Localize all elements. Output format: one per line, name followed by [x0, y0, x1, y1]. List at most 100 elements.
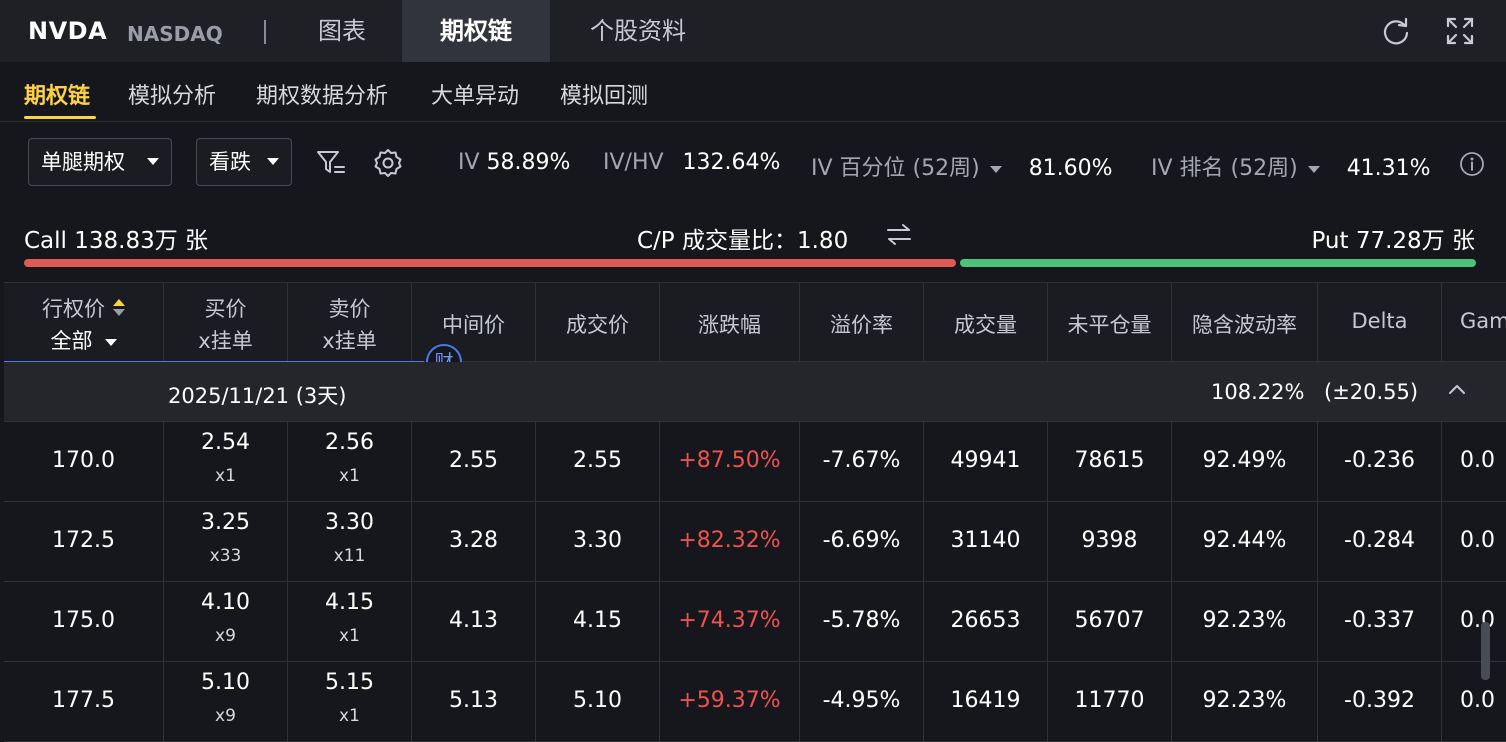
cell-oi[interactable]: 11770 — [1048, 662, 1172, 742]
header-ask-sub: x挂单 — [322, 329, 377, 353]
cell-change[interactable]: +59.37% — [660, 662, 800, 742]
header-premium[interactable]: 溢价率 — [800, 283, 924, 363]
settings-icon[interactable] — [372, 147, 404, 179]
cell-last[interactable]: 3.30 — [536, 502, 660, 582]
cell-oi[interactable]: 78615 — [1048, 422, 1172, 502]
cell-ask[interactable]: 2.56 x1 — [288, 422, 412, 502]
cell-last[interactable]: 5.10 — [536, 662, 660, 742]
refresh-icon[interactable] — [1380, 15, 1412, 47]
header-iv[interactable]: 隐含波动率 — [1172, 283, 1318, 363]
cell-bid[interactable]: 5.10 x9 — [164, 662, 288, 742]
table-header: 行权价 全部 买价 x挂单 卖价 x挂单 中间价 成交价 涨跌幅 溢价率 成交量… — [4, 282, 1506, 363]
tab-option-chain[interactable]: 期权链 — [402, 0, 550, 62]
cell-strike[interactable]: 175.0 — [4, 582, 164, 662]
filter-icon[interactable] — [315, 148, 347, 178]
bid-size: x9 — [215, 706, 236, 726]
caret-down-icon — [989, 165, 1002, 173]
cell-gamma[interactable]: 0.0 — [1442, 502, 1506, 582]
cell-gamma[interactable]: 0.0 — [1442, 422, 1506, 502]
cell-iv[interactable]: 92.23% — [1172, 662, 1318, 742]
iv-percentile-stat[interactable]: IV 百分位 (52周) 81.60% — [811, 150, 1113, 182]
caret-down-icon[interactable] — [104, 338, 117, 346]
subtab-option-data[interactable]: 期权数据分析 — [256, 84, 389, 109]
cell-strike[interactable]: 170.0 — [4, 422, 164, 502]
cell-change[interactable]: +82.32% — [660, 502, 800, 582]
direction-dropdown[interactable]: 看跌 — [196, 138, 292, 186]
header-delta[interactable]: Delta — [1318, 283, 1442, 363]
cell-last[interactable]: 4.15 — [536, 582, 660, 662]
info-icon[interactable] — [1459, 151, 1485, 177]
cell-bid[interactable]: 4.10 x9 — [164, 582, 288, 662]
cell-gamma[interactable]: 0.0 — [1442, 582, 1506, 662]
cell-strike[interactable]: 172.5 — [4, 502, 164, 582]
subtab-block-trades[interactable]: 大单异动 — [431, 84, 520, 109]
subtab-simulation[interactable]: 模拟分析 — [128, 84, 217, 109]
header-mid[interactable]: 中间价 — [412, 283, 536, 363]
cell-last[interactable]: 2.55 — [536, 422, 660, 502]
cell-delta[interactable]: -0.284 — [1318, 502, 1442, 582]
iv-stat: IV 58.89% — [458, 150, 570, 175]
header-change[interactable]: 涨跌幅 — [660, 283, 800, 363]
cell-change[interactable]: +74.37% — [660, 582, 800, 662]
header-volume[interactable]: 成交量 — [924, 283, 1048, 363]
table-row[interactable]: 177.5 5.10 x9 5.15 x1 5.13 5.10 +59.37% -4.95% 16… — [4, 662, 1506, 742]
strategy-dropdown-label: 单腿期权 — [41, 150, 125, 174]
header-bid-label: 买价 — [204, 297, 247, 321]
cell-oi[interactable]: 9398 — [1048, 502, 1172, 582]
chevron-up-icon[interactable] — [1447, 380, 1467, 400]
cell-premium[interactable]: -7.67% — [800, 422, 924, 502]
header-gamma[interactable]: Gamma — [1442, 283, 1506, 363]
cell-delta[interactable]: -0.236 — [1318, 422, 1442, 502]
cell-iv[interactable]: 92.44% — [1172, 502, 1318, 582]
cell-strike[interactable]: 177.5 — [4, 662, 164, 742]
cell-mid[interactable]: 5.13 — [412, 662, 536, 742]
iv-rank-stat[interactable]: IV 排名 (52周) 41.31% — [1151, 150, 1431, 182]
table-row[interactable]: 175.0 4.10 x9 4.15 x1 4.13 4.15 +74.37% -5.78% 26… — [4, 582, 1506, 662]
cell-gamma[interactable]: 0.0 — [1442, 662, 1506, 742]
header-bid[interactable]: 买价 x挂单 — [164, 283, 288, 363]
sort-icon[interactable] — [113, 299, 125, 317]
tab-chart[interactable]: 图表 — [318, 17, 366, 45]
cell-ask[interactable]: 3.30 x11 — [288, 502, 412, 582]
change-value: +87.50% — [678, 448, 781, 473]
cell-oi[interactable]: 56707 — [1048, 582, 1172, 662]
strategy-dropdown[interactable]: 单腿期权 — [28, 138, 172, 186]
cell-bid[interactable]: 3.25 x33 — [164, 502, 288, 582]
cell-volume[interactable]: 31140 — [924, 502, 1048, 582]
cell-iv[interactable]: 92.23% — [1172, 582, 1318, 662]
cell-mid[interactable]: 2.55 — [412, 422, 536, 502]
tab-stock-profile[interactable]: 个股资料 — [590, 17, 686, 45]
cell-premium[interactable]: -5.78% — [800, 582, 924, 662]
cell-volume[interactable]: 49941 — [924, 422, 1048, 502]
cell-change[interactable]: +87.50% — [660, 422, 800, 502]
header-divider — [264, 20, 266, 44]
cell-iv[interactable]: 92.49% — [1172, 422, 1318, 502]
cell-ask[interactable]: 4.15 x1 — [288, 582, 412, 662]
header-strike[interactable]: 行权价 全部 — [4, 283, 164, 363]
cell-mid[interactable]: 4.13 — [412, 582, 536, 662]
swap-icon[interactable] — [885, 222, 913, 248]
cell-volume[interactable]: 16419 — [924, 662, 1048, 742]
cell-delta[interactable]: -0.392 — [1318, 662, 1442, 742]
table-row[interactable]: 172.5 3.25 x33 3.30 x11 3.28 3.30 +82.32% -6.69%… — [4, 502, 1506, 582]
delta-value: -0.236 — [1344, 448, 1415, 473]
header-ask[interactable]: 卖价 x挂单 — [288, 283, 412, 363]
cell-mid[interactable]: 3.28 — [412, 502, 536, 582]
subtab-backtest[interactable]: 模拟回测 — [560, 84, 649, 109]
cell-premium[interactable]: -6.69% — [800, 502, 924, 582]
cell-volume[interactable]: 26653 — [924, 582, 1048, 662]
table-row[interactable]: 170.0 2.54 x1 2.56 x1 2.55 2.55 +87.50% -7.67% 49… — [4, 422, 1506, 502]
vertical-scrollbar[interactable] — [1481, 622, 1490, 680]
cell-premium[interactable]: -4.95% — [800, 662, 924, 742]
fullscreen-icon[interactable] — [1444, 15, 1476, 47]
cell-bid[interactable]: 2.54 x1 — [164, 422, 288, 502]
header-open-interest[interactable]: 未平仓量 — [1048, 283, 1172, 363]
strike-filter-label[interactable]: 全部 — [50, 329, 93, 353]
header-last[interactable]: 成交价 — [536, 283, 660, 363]
subtab-option-chain[interactable]: 期权链 — [24, 84, 91, 109]
cell-delta[interactable]: -0.337 — [1318, 582, 1442, 662]
ask-price: 4.15 — [325, 590, 374, 615]
bid-size: x33 — [209, 546, 242, 566]
cell-ask[interactable]: 5.15 x1 — [288, 662, 412, 742]
expiry-group-header[interactable]: 2025/11/21 (3天) 108.22% (±20.55) — [4, 362, 1506, 422]
